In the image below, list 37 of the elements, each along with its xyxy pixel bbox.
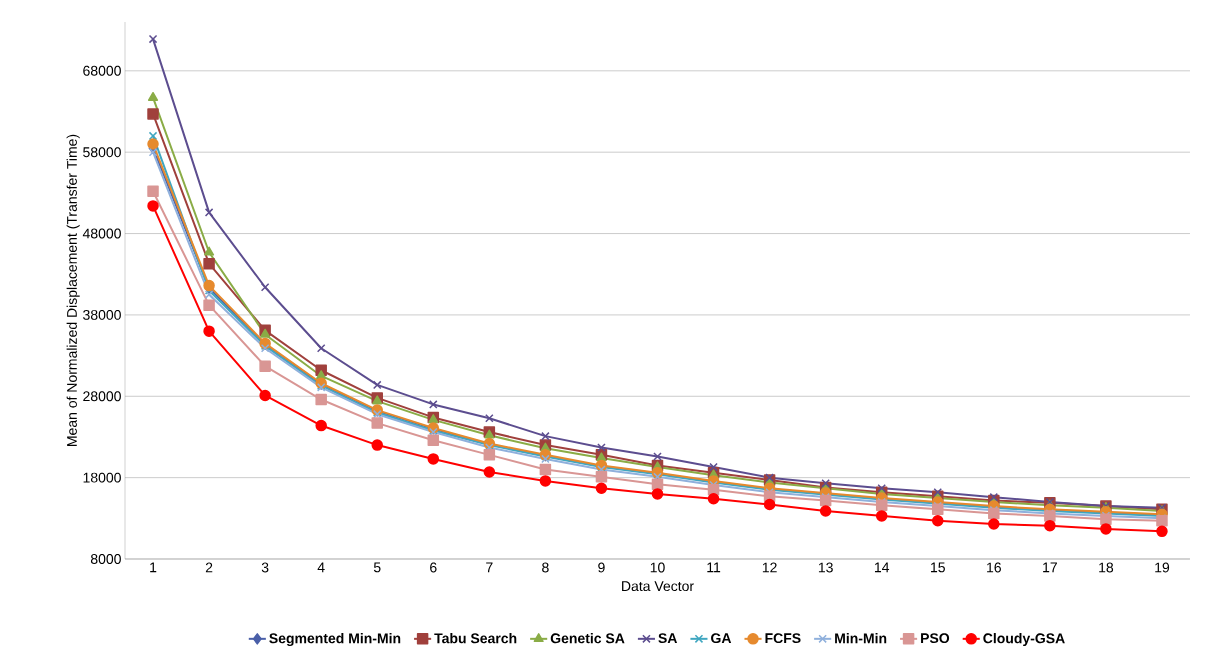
x-tick-label: 12 [762,562,777,573]
x-tick-label: 13 [818,562,833,573]
x-tick-label: 2 [205,562,213,573]
y-tick-label: 58000 [83,147,121,158]
y-tick-label: 48000 [82,228,121,239]
y-tick-label: 8000 [90,554,121,564]
x-tick-label: 4 [317,562,325,573]
x-tick-label: 10 [650,562,665,573]
y-tick-label: 38000 [83,309,121,320]
y-tick-label: 28000 [83,391,121,402]
legend-label: FCFS [765,633,801,644]
x-tick-label: 3 [261,562,269,573]
x-tick-label: 7 [486,562,493,573]
x-tick-label: 18 [1099,562,1114,573]
x-tick-label: 5 [373,562,381,573]
x-tick-label: 9 [598,562,605,573]
legend-label: Min-Min [835,633,887,644]
x-tick-label: 6 [430,562,437,573]
x-tick-label: 8 [542,562,549,573]
legend-label: Genetic SA [550,633,625,644]
x-tick-label: 19 [1155,562,1170,573]
y-tick-label: 68000 [83,65,121,76]
legend-label: Cloudy-GSA [983,633,1065,647]
x-axis-title: Data Vector [622,581,694,592]
x-tick-label: 1 [150,562,157,573]
y-tick-label: 18000 [83,472,121,483]
y-axis-title: Mean of Normalized Displacement (Transfer Time) [66,134,80,446]
x-tick-label: 17 [1043,562,1057,573]
legend-label: Tabu Search [434,633,517,644]
x-tick-label: 11 [707,562,721,573]
x-tick-label: 15 [931,562,945,573]
x-tick-label: 14 [874,562,890,573]
legend-label: PSO [921,633,950,644]
legend-label: GA [711,633,732,644]
x-tick-label: 16 [987,562,1001,573]
legend-label: SA [658,633,678,644]
legend-label: Segmented Min-Min [269,633,401,647]
